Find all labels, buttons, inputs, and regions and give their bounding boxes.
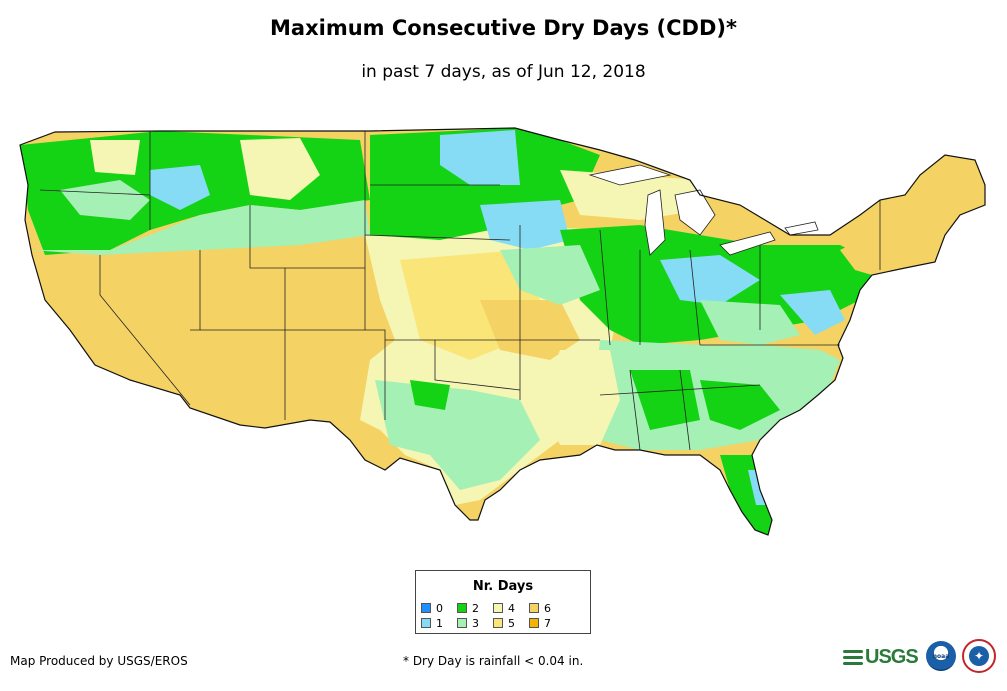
noaa-logo: noaa [926,641,956,671]
region-class-3-ia [500,245,600,305]
legend-item-2: 2 [457,601,479,615]
legend-label: 2 [472,601,479,615]
legend-item-3: 3 [457,616,479,630]
usgs-logo-text: USGS [865,645,919,668]
region-class-2-al [630,370,700,430]
legend-title: Nr. Days [472,579,534,594]
legend-swatch [529,618,539,628]
credit-text: Map Produced by USGS/EROS [10,654,188,668]
footnote-text: * Dry Day is rainfall < 0.04 in. [403,654,584,668]
legend-label: 5 [508,616,515,630]
legend-swatch [493,603,503,613]
legend-item-0: 0 [421,601,443,615]
state-boundaries [39,131,881,451]
noaa-logo-text: noaa [932,652,950,660]
nws-logo: ✦ [962,639,996,673]
region-class-3-or [60,180,150,220]
region-class-4-mt [240,138,320,200]
legend-label: 6 [544,601,551,615]
region-class-1-oh [660,255,760,305]
legend-label: 7 [544,616,551,630]
region-class-1-id [150,165,210,210]
legend-label: 0 [436,601,443,615]
legend-swatch [457,603,467,613]
region-class-3-wv [700,300,800,345]
legend-label: 3 [472,616,479,630]
region-class-6-ne [840,155,985,275]
legend-label: 4 [508,601,515,615]
region-class-3-tx [375,380,540,490]
region-class-1-mn [480,200,570,250]
legend-item-4: 4 [493,601,515,615]
nws-emblem-icon: ✦ [969,646,989,666]
region-class-1-va [780,290,845,335]
map-title: Maximum Consecutive Dry Days (CDD)* [270,16,737,40]
legend-label: 1 [436,616,443,630]
legend-swatch [493,618,503,628]
usgs-wave-icon [843,647,863,667]
legend-item-7: 7 [529,616,551,630]
region-class-2-ga [700,380,780,430]
region-class-2-nj [845,270,870,300]
usgs-logo: USGS [843,643,919,671]
region-class-4-ar [540,350,620,445]
region-class-4-wa [90,140,140,175]
region-class-2-fl [720,455,772,535]
legend-swatch [421,603,431,613]
region-class-2-tx [410,380,450,410]
legend-swatch [529,603,539,613]
legend-swatch [421,618,431,628]
legend-swatch [457,618,467,628]
legend-item-5: 5 [493,616,515,630]
region-class-4-wi [560,170,700,220]
legend-item-6: 6 [529,601,551,615]
region-class-3-nv [30,200,370,255]
region-class-1-nd [440,130,520,185]
legend-item-1: 1 [421,616,443,630]
map-legend: Nr. Days 0 2 4 6 1 3 5 7 [415,570,591,634]
great-lakes [588,164,819,256]
map-subtitle: in past 7 days, as of Jun 12, 2018 [361,62,646,82]
region-class-6-ks [480,300,580,360]
